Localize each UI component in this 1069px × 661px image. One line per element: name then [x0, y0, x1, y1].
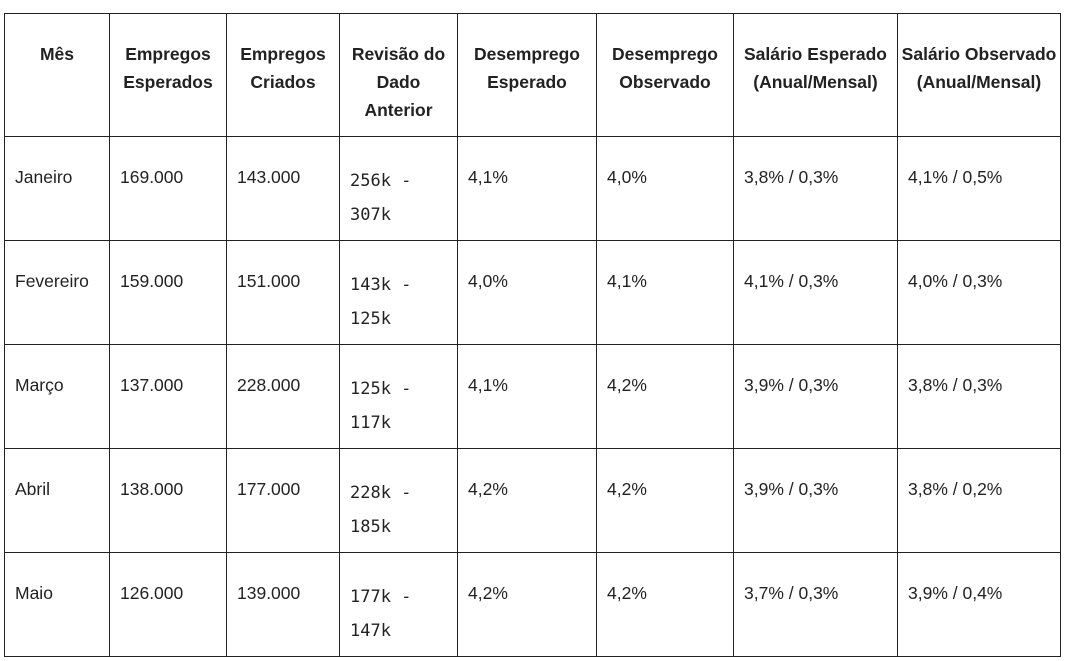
table-row: Maio 126.000 139.000 177k - 147k 4,2% 4,… — [4, 552, 1061, 657]
header-expected-unemployment: Desemprego Esperado — [457, 13, 597, 137]
cell-expected-wage: 4,1% / 0,3% — [733, 240, 898, 345]
cell-expected-jobs: 137.000 — [109, 344, 227, 449]
cell-previous-revision: 177k - 147k — [339, 552, 458, 657]
table-row: Março 137.000 228.000 125k - 117k 4,1% 4… — [4, 344, 1061, 449]
header-month: Mês — [4, 13, 110, 137]
cell-expected-jobs: 126.000 — [109, 552, 227, 657]
cell-created-jobs: 143.000 — [226, 136, 340, 241]
cell-expected-unemployment: 4,0% — [457, 240, 597, 345]
cell-observed-unemployment: 4,0% — [596, 136, 734, 241]
header-expected-jobs: Empregos Esperados — [109, 13, 227, 137]
cell-month: Março — [4, 344, 110, 449]
cell-expected-unemployment: 4,1% — [457, 136, 597, 241]
cell-month: Fevereiro — [4, 240, 110, 345]
cell-observed-wage: 3,8% / 0,2% — [897, 448, 1061, 553]
cell-created-jobs: 139.000 — [226, 552, 340, 657]
cell-expected-unemployment: 4,2% — [457, 448, 597, 553]
cell-expected-unemployment: 4,2% — [457, 552, 597, 657]
cell-month: Maio — [4, 552, 110, 657]
header-previous-revision: Revisão do Dado Anterior — [339, 13, 458, 137]
cell-observed-wage: 4,0% / 0,3% — [897, 240, 1061, 345]
cell-month: Janeiro — [4, 136, 110, 241]
cell-expected-wage: 3,8% / 0,3% — [733, 136, 898, 241]
header-row: Mês Empregos Esperados Empregos Criados … — [4, 13, 1061, 137]
cell-previous-revision: 228k - 185k — [339, 448, 458, 553]
cell-observed-unemployment: 4,2% — [596, 448, 734, 553]
cell-created-jobs: 228.000 — [226, 344, 340, 449]
header-created-jobs: Empregos Criados — [226, 13, 340, 137]
header-expected-wage: Salário Esperado (Anual/Mensal) — [733, 13, 898, 137]
cell-observed-unemployment: 4,2% — [596, 344, 734, 449]
cell-expected-wage: 3,7% / 0,3% — [733, 552, 898, 657]
cell-created-jobs: 151.000 — [226, 240, 340, 345]
cell-created-jobs: 177.000 — [226, 448, 340, 553]
cell-observed-wage: 4,1% / 0,5% — [897, 136, 1061, 241]
cell-expected-jobs: 138.000 — [109, 448, 227, 553]
cell-month: Abril — [4, 448, 110, 553]
cell-previous-revision: 125k - 117k — [339, 344, 458, 449]
cell-expected-jobs: 159.000 — [109, 240, 227, 345]
cell-observed-wage: 3,9% / 0,4% — [897, 552, 1061, 657]
cell-previous-revision: 256k - 307k — [339, 136, 458, 241]
cell-observed-unemployment: 4,1% — [596, 240, 734, 345]
cell-observed-unemployment: 4,2% — [596, 552, 734, 657]
table-row: Janeiro 169.000 143.000 256k - 307k 4,1%… — [4, 136, 1061, 241]
cell-expected-wage: 3,9% / 0,3% — [733, 344, 898, 449]
cell-expected-jobs: 169.000 — [109, 136, 227, 241]
header-observed-unemployment: Desemprego Observado — [596, 13, 734, 137]
table-row: Abril 138.000 177.000 228k - 185k 4,2% 4… — [4, 448, 1061, 553]
cell-observed-wage: 3,8% / 0,3% — [897, 344, 1061, 449]
cell-expected-wage: 3,9% / 0,3% — [733, 448, 898, 553]
cell-previous-revision: 143k - 125k — [339, 240, 458, 345]
cell-expected-unemployment: 4,1% — [457, 344, 597, 449]
jobs-report-table: Mês Empregos Esperados Empregos Criados … — [4, 13, 1061, 657]
table-row: Fevereiro 159.000 151.000 143k - 125k 4,… — [4, 240, 1061, 345]
header-observed-wage: Salário Observado (Anual/Mensal) — [897, 13, 1061, 137]
